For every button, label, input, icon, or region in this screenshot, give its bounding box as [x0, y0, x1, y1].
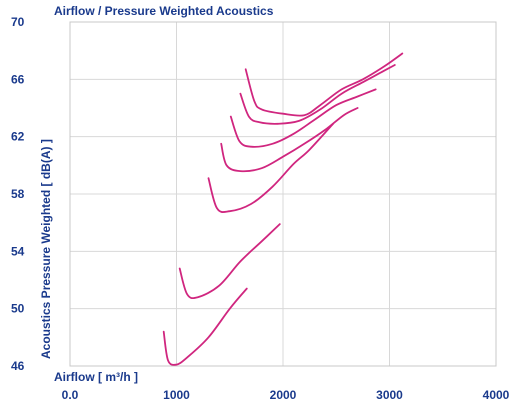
series-line-4: [220, 107, 359, 173]
y-tick-label: 70: [11, 15, 25, 29]
x-tick-label: 3000: [376, 388, 403, 400]
series-line-3: [207, 122, 334, 213]
x-tick-label: 0.0: [62, 388, 79, 400]
x-tick-label: 2000: [270, 388, 297, 400]
plot-frame: [69, 21, 497, 367]
y-tick-label: 54: [11, 244, 25, 258]
x-tick-label: 1000: [163, 388, 190, 400]
series-line-2: [178, 223, 281, 300]
series-line-1: [162, 287, 248, 366]
chart-title: Airflow / Pressure Weighted Acoustics: [54, 4, 274, 18]
x-axis-label: Airflow [ m³/h ]: [54, 370, 138, 384]
grid-layer: [70, 22, 496, 366]
series-line-7: [244, 52, 404, 117]
series-layer: [162, 52, 404, 366]
y-tick-label: 66: [11, 72, 25, 86]
x-tick-label: 4000: [483, 388, 510, 400]
tick-layer: 0.0 1000 2000 3000 4000 46 50 54 58 62 66 70: [11, 15, 510, 400]
y-tick-label: 46: [11, 359, 25, 373]
y-axis-label: Acoustics Pressure Weighted [ dB(A) ]: [39, 139, 53, 359]
y-tick-label: 58: [11, 187, 25, 201]
y-tick-label: 62: [11, 130, 25, 144]
y-tick-label: 50: [11, 302, 25, 316]
series-line-5: [229, 88, 377, 148]
series-line-6: [239, 64, 396, 125]
